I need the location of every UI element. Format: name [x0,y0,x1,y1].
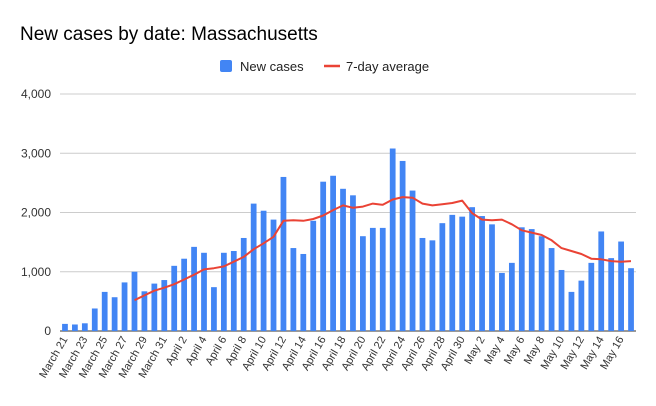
bar [360,236,366,331]
bar [131,271,138,331]
bar [409,190,416,331]
line-series-7-day-average [134,196,632,302]
bar [350,195,356,331]
bar [260,210,267,331]
bar [141,291,148,331]
bar [568,291,575,331]
bar-series-new-cases [62,148,634,331]
y-tick-label: 0 [44,324,51,338]
bar [469,207,476,331]
bar [101,291,108,331]
y-tick-label: 3,000 [21,146,51,160]
bar [280,176,287,331]
bar [191,246,197,331]
bar [608,258,615,331]
y-axis-tick-labels: 0 1,000 2,000 3,000 4,000 [21,87,51,338]
bar [330,175,336,331]
bar [419,237,426,331]
bar [211,287,217,331]
bar [290,248,297,331]
bar [151,283,158,331]
bar [121,282,128,331]
legend-swatch-new-cases [220,60,232,72]
bar [499,272,505,331]
bar [598,231,605,331]
bar [340,188,346,331]
y-tick-label: 4,000 [21,87,51,101]
bar [230,251,237,331]
bar [489,224,495,331]
chart-title: New cases by date: Massachusetts [20,24,318,45]
bar [270,219,277,331]
bar [72,324,78,331]
legend-label-7-day-average: 7-day average [346,59,429,74]
y-tick-label: 2,000 [21,206,51,220]
bar [618,241,624,331]
bar [111,297,118,331]
bar [429,240,436,331]
bar [220,252,227,331]
bar [310,220,317,331]
bar [81,323,88,331]
bar [181,258,188,331]
bar [459,216,466,331]
bar [548,248,555,331]
bar [171,265,178,331]
bar [399,160,406,331]
bar [320,181,327,331]
bar [91,308,98,331]
bar [379,227,386,331]
bar [369,227,376,331]
bar [240,237,247,331]
bar [628,268,634,331]
bar [479,216,485,331]
y-tick-label: 1,000 [21,265,51,279]
bar [62,323,68,331]
bar [201,252,207,331]
bar [508,262,515,331]
bar [250,203,257,331]
bar [558,269,565,331]
legend-label-new-cases: New cases [240,59,304,74]
bar [161,280,168,331]
bar [439,223,446,331]
bar [300,253,307,331]
legend: New cases 7-day average [220,59,429,74]
bar [389,148,396,331]
bar [528,229,535,331]
bar [449,214,456,331]
bar [538,236,545,331]
bar [578,280,585,331]
bar [518,227,525,331]
bar [588,262,595,331]
